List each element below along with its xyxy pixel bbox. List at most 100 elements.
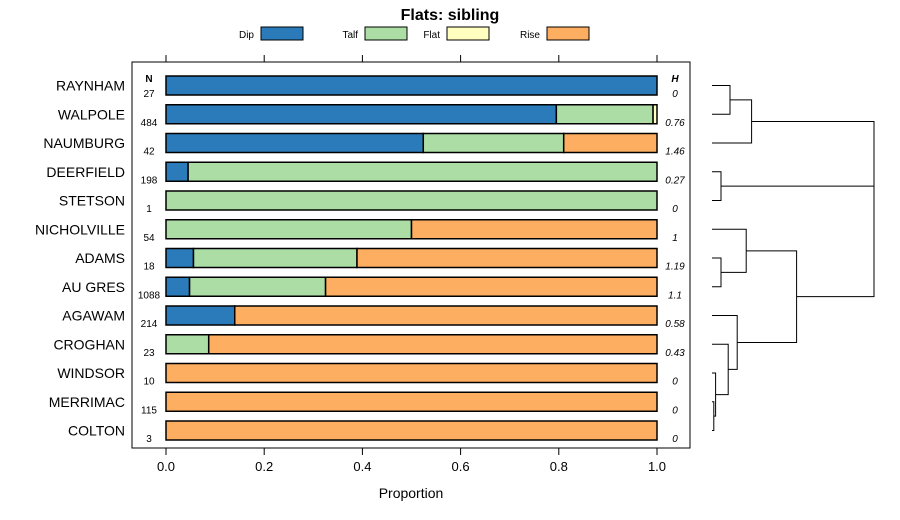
category-label: WINDSOR <box>57 365 125 381</box>
x-tick-label: 1.0 <box>648 459 666 474</box>
h-column-header: H <box>671 74 679 85</box>
dendrogram-link <box>712 171 722 201</box>
row-naumburg: NAUMBURG 42 1.46 <box>43 132 685 158</box>
x-tick-label: 0.4 <box>353 459 371 474</box>
category-label: RAYNHAM <box>56 78 125 94</box>
n-value: 18 <box>143 262 155 273</box>
legend-swatch-rise <box>546 26 590 41</box>
category-label: DEERFIELD <box>46 164 125 180</box>
bar-segment-rise <box>165 391 658 412</box>
bar-segment-dip <box>165 161 189 182</box>
n-value: 115 <box>141 405 157 416</box>
legend-label-flat: Flat <box>423 30 440 41</box>
dendrogram-link <box>712 315 738 370</box>
h-value: 1.1 <box>668 290 682 301</box>
n-value: 1088 <box>138 290 161 301</box>
h-value: 1 <box>672 233 678 244</box>
row-stetson: STETSON 1 0 <box>59 190 678 215</box>
bar-segment-talf <box>187 161 658 182</box>
dendrogram-link <box>721 185 875 298</box>
legend-swatch-flat <box>446 26 490 41</box>
n-value: 54 <box>143 233 155 244</box>
category-label: ADAMS <box>75 250 125 266</box>
bar-segment-dip <box>165 132 425 154</box>
h-value: 0 <box>672 377 678 388</box>
row-windsor: WINDSOR 10 0 <box>57 362 678 388</box>
bar-segment-dip <box>165 276 191 297</box>
bar-segment-rise <box>410 219 658 240</box>
bar-segment-talf <box>422 132 565 154</box>
n-column-header: N <box>145 74 152 85</box>
bar-segment-dip <box>165 247 195 269</box>
row-adams: ADAMS 18 1.19 <box>75 247 685 273</box>
n-value: 1 <box>146 204 152 215</box>
chart-title: Flats: sibling <box>401 7 500 24</box>
row-au-gres: AU GRES 1088 1.1 <box>62 276 682 301</box>
h-value: 0 <box>672 89 678 100</box>
n-value: 214 <box>141 319 158 330</box>
n-value: 23 <box>143 348 155 359</box>
n-value: 10 <box>143 377 155 388</box>
h-value: 0 <box>672 434 678 445</box>
x-tick-label: 0.6 <box>452 459 470 474</box>
bar-segment-rise <box>562 132 658 154</box>
bar-segment-talf <box>165 219 413 240</box>
bar-segment-rise <box>165 362 658 384</box>
category-label: AU GRES <box>62 279 125 295</box>
dendrogram-link <box>712 228 747 273</box>
category-label: NAUMBURG <box>43 135 125 151</box>
dendrogram-link <box>712 99 753 144</box>
h-value: 0.27 <box>665 175 685 186</box>
h-value: 0.58 <box>665 319 685 330</box>
h-value: 0.43 <box>665 348 685 359</box>
category-label: AGAWAM <box>62 308 125 324</box>
bar-segment-rise <box>165 420 658 441</box>
bar-segment-dip <box>165 104 558 125</box>
bar-segment-talf <box>165 190 658 211</box>
h-value: 0 <box>672 204 678 215</box>
x-axis: 0.0 0.2 0.4 0.6 0.8 1.0 <box>157 55 666 474</box>
legend-label-talf: Talf <box>342 30 358 41</box>
n-value: 198 <box>141 175 158 186</box>
n-value: 27 <box>143 89 155 100</box>
legend-label-rise: Rise <box>520 30 540 41</box>
category-label: MERRIMAC <box>49 394 125 410</box>
bar-segment-rise <box>356 247 658 269</box>
row-raynham: RAYNHAM 27 0 <box>56 75 678 100</box>
bar-segment-rise <box>207 334 658 355</box>
bar-segment-flat <box>652 104 658 125</box>
row-walpole: WALPOLE 484 0.76 <box>58 104 685 129</box>
dendrogram-link <box>712 257 722 288</box>
dendrogram-link <box>712 85 731 115</box>
bar-segment-dip <box>165 75 658 96</box>
n-value: 42 <box>143 147 155 158</box>
dendrogram-link <box>751 120 875 242</box>
dendrogram-link <box>712 343 729 396</box>
row-deerfield: DEERFIELD 198 0.27 <box>46 161 685 186</box>
bar-segment-rise <box>324 276 658 297</box>
category-label: CROGHAN <box>53 336 125 352</box>
h-value: 1.46 <box>665 147 685 158</box>
n-value: 484 <box>141 118 158 129</box>
n-value: 3 <box>146 434 152 445</box>
legend-swatch-talf <box>364 26 408 41</box>
x-axis-label: Proportion <box>379 485 444 501</box>
row-nicholville: NICHOLVILLE 54 1 <box>35 219 678 244</box>
dendrogram <box>712 85 875 431</box>
plot-frame <box>131 61 691 449</box>
category-label: STETSON <box>59 193 125 209</box>
rows: RAYNHAM 27 0 WALPOLE 484 0.76 NAUMBURG 42 1.46 DE… <box>35 75 685 445</box>
legend: Dip Talf Flat Rise <box>239 26 590 41</box>
x-tick-label: 0.2 <box>255 459 273 474</box>
h-value: 1.19 <box>665 262 685 273</box>
legend-label-dip: Dip <box>239 30 254 41</box>
dendrogram-link <box>712 401 715 431</box>
category-label: WALPOLE <box>58 106 125 122</box>
category-label: COLTON <box>68 423 125 439</box>
row-agawam: AGAWAM 214 0.58 <box>62 305 685 330</box>
category-label: NICHOLVILLE <box>35 221 125 237</box>
bar-segment-rise <box>233 305 658 326</box>
bar-segment-dip <box>165 305 236 326</box>
row-merrimac: MERRIMAC 115 0 <box>49 391 678 416</box>
